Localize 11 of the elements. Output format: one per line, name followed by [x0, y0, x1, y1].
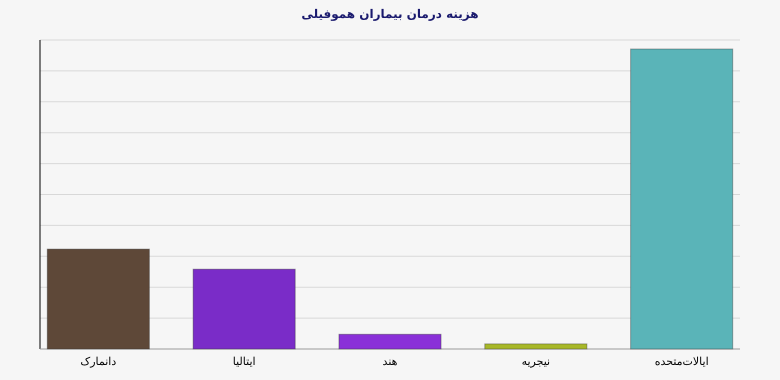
x-tick-label: ایتالیا [232, 355, 256, 368]
x-tick-label: ایالات‌متحده [654, 355, 709, 368]
bar [484, 343, 588, 350]
bar [338, 334, 442, 350]
bar [192, 268, 296, 350]
x-tick-label: دانمارک [80, 355, 116, 368]
chart-title: هزینه درمان بیماران هموفیلی [301, 7, 479, 21]
x-tick-label: نیجریه [522, 355, 550, 368]
bar [630, 48, 734, 350]
bar [46, 248, 150, 350]
x-tick-label: هند [382, 355, 398, 368]
